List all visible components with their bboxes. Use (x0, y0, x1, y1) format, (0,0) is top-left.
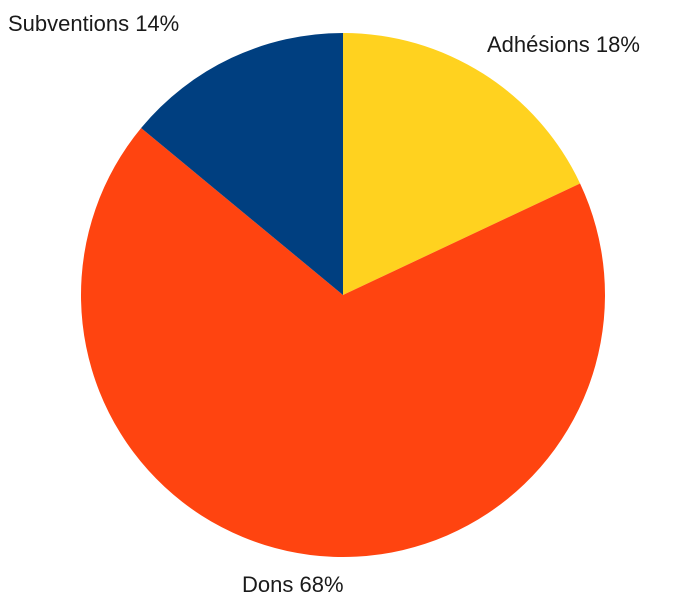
slice-label-dons: Dons 68% (242, 572, 344, 597)
pie-slice-adhesions (343, 33, 581, 295)
pie-slice-subventions (141, 32, 343, 295)
pie-slices (80, 32, 605, 558)
slice-label-adhesions: Adhésions 18% (487, 32, 640, 57)
slice-label-subventions: Subventions 14% (8, 11, 179, 36)
pie-slice-dons (80, 127, 605, 558)
